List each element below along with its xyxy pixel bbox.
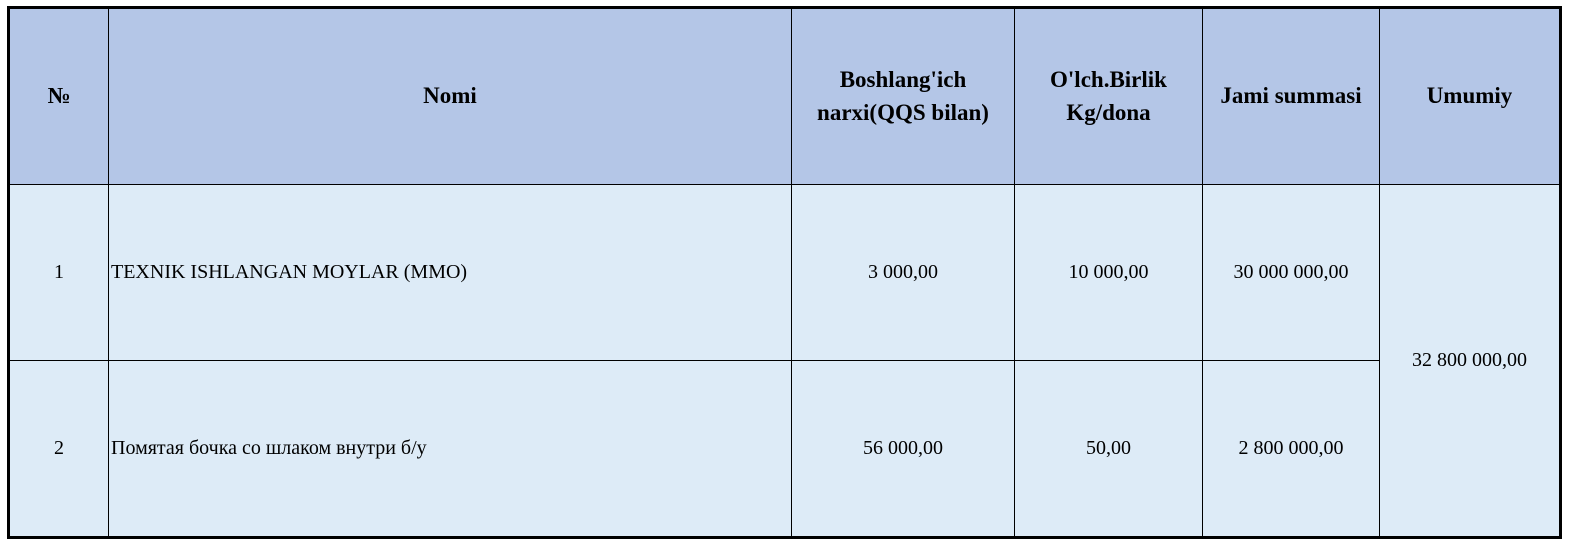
cell-price: 3 000,00 (791, 184, 1015, 361)
header-unit: O'lch.Birlik Kg/dona (1014, 7, 1203, 185)
cell-unit: 10 000,00 (1014, 184, 1203, 361)
cell-total: 2 800 000,00 (1202, 360, 1380, 538)
header-name: Nomi (108, 7, 792, 185)
cell-name: Помятая бочка со шлаком внутри б/у (108, 360, 792, 538)
cell-name: TEXNIK ISHLANGAN MOYLAR (MMO) (108, 184, 792, 361)
items-table: № Nomi Boshlang'ich narxi(QQS bilan) O'l… (7, 6, 1562, 539)
header-grand-total: Umumiy (1379, 7, 1561, 185)
cell-number: 1 (8, 184, 109, 361)
cell-grand-total: 32 800 000,00 (1379, 184, 1561, 538)
cell-number: 2 (8, 360, 109, 538)
cell-total: 30 000 000,00 (1202, 184, 1380, 361)
header-number: № (8, 7, 109, 185)
table-row: 2 Помятая бочка со шлаком внутри б/у 56 … (8, 360, 1561, 538)
cell-price: 56 000,00 (791, 360, 1015, 538)
table-row: 1 TEXNIK ISHLANGAN MOYLAR (MMO) 3 000,00… (8, 184, 1561, 538)
cell-unit: 50,00 (1014, 360, 1203, 538)
header-start-price: Boshlang'ich narxi(QQS bilan) (791, 7, 1015, 185)
header-row: № Nomi Boshlang'ich narxi(QQS bilan) O'l… (8, 7, 1561, 185)
header-total: Jami summasi (1202, 7, 1380, 185)
